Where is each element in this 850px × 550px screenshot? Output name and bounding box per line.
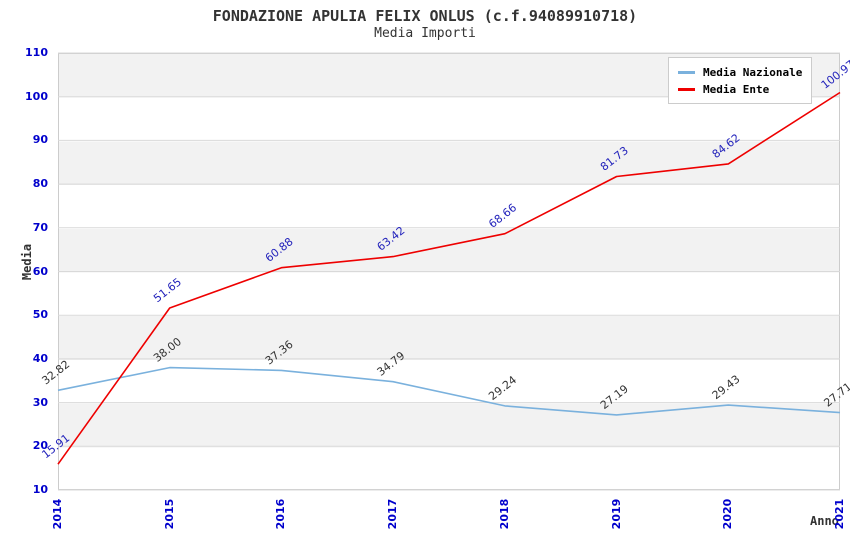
y-tick-label: 70 [32,220,48,234]
x-tick-label: 2019 [609,498,623,530]
x-tick-label: 2021 [833,498,846,530]
x-axis-title: Anno [810,514,839,528]
y-tick-label: 10 [32,483,48,496]
chart-subtitle: Media Importi [374,26,476,41]
y-tick-label: 80 [32,177,48,191]
legend-item: Media Nazionale [678,65,802,79]
legend-item: Media Ente [678,82,802,96]
legend-label: Media Nazionale [703,65,803,79]
legend-label: Media Ente [703,82,770,96]
y-tick-label: 50 [32,308,48,322]
x-tick-label: 2018 [497,498,511,530]
y-tick-label: 20 [32,439,48,453]
chart-title: FONDAZIONE APULIA FELIX ONLUS (c.f.94089… [212,7,638,25]
legend-line-marker [678,70,695,74]
legend-line-marker [678,87,695,91]
x-tick-label: 2015 [162,498,176,530]
y-tick-label: 90 [32,133,48,147]
x-tick-label: 2016 [274,498,288,530]
y-tick-label: 30 [32,395,48,409]
y-tick-label: 100 [25,89,48,103]
y-axis-title: Media [20,243,34,281]
plot-area [58,53,840,490]
y-tick-label: 40 [32,351,48,365]
x-tick-label: 2017 [386,498,400,530]
y-tick-label: 60 [32,264,48,278]
y-tick-label: 110 [25,46,48,59]
x-tick-label: 2020 [721,498,735,530]
x-tick-label: 2014 [51,498,64,530]
legend: Media Nazionale Media Ente [668,57,812,104]
